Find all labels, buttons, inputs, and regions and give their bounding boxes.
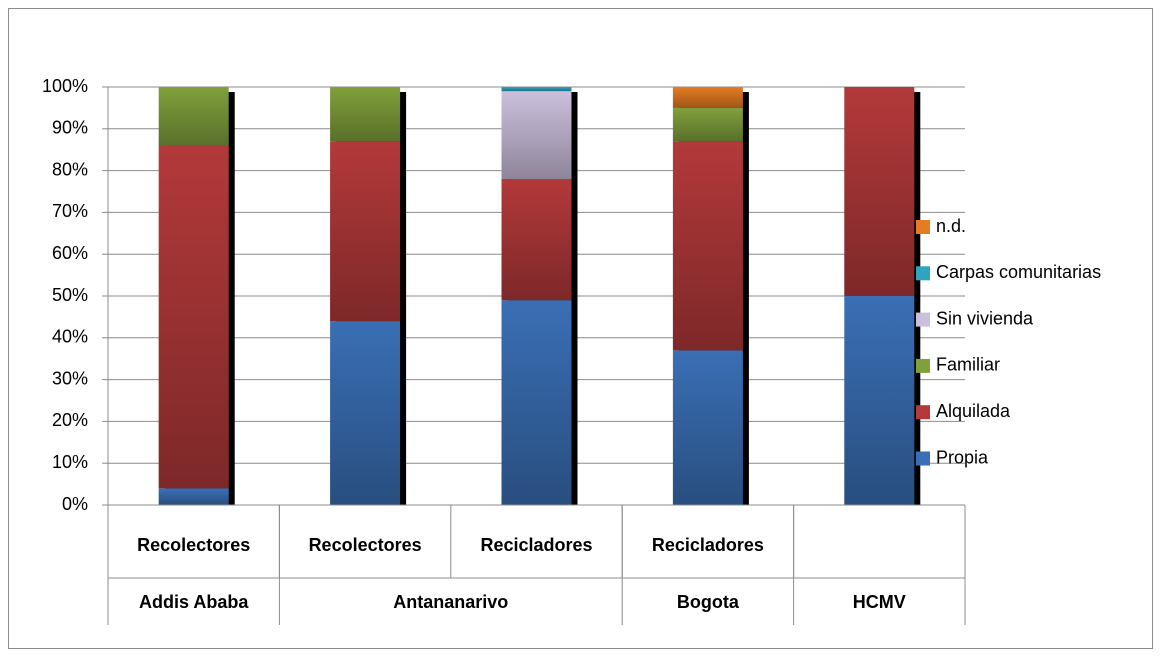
bar-segment-shade <box>844 296 915 505</box>
legend-label: Carpas comunitarias <box>936 262 1101 282</box>
bar-segment-shade <box>672 141 743 351</box>
bar-segment-shade <box>330 87 401 142</box>
bar-segment-shade <box>158 87 229 146</box>
bar-segment-shade <box>158 145 229 489</box>
legend-label: n.d. <box>936 216 966 236</box>
x-tick-label: Recolectores <box>309 535 422 555</box>
y-tick-label: 90% <box>52 118 88 138</box>
legend-swatch <box>916 358 930 373</box>
y-tick-label: 40% <box>52 327 88 347</box>
legend-swatch <box>916 266 930 281</box>
bar-segment-shade <box>672 350 743 505</box>
y-tick-label: 50% <box>52 285 88 305</box>
bar-segment-shade <box>672 87 743 108</box>
y-tick-label: 20% <box>52 410 88 430</box>
legend-label: Propia <box>936 447 989 467</box>
legend-swatch <box>916 451 930 466</box>
group-label: Addis Ababa <box>139 592 249 612</box>
bar-segment-shade <box>501 87 572 92</box>
bar-segment-shade <box>330 321 401 505</box>
bar-segment-shade <box>672 107 743 142</box>
bar-segment-shade <box>501 91 572 179</box>
legend-label: Sin vivienda <box>936 308 1034 328</box>
x-tick-label: Recicladores <box>480 535 592 555</box>
legend-label: Familiar <box>936 355 1000 375</box>
legend-swatch <box>916 312 930 327</box>
group-label: Antananarivo <box>393 592 508 612</box>
x-tick-label: Recicladores <box>652 535 764 555</box>
x-tick-label: Recolectores <box>137 535 250 555</box>
y-tick-label: 60% <box>52 243 88 263</box>
legend-swatch <box>916 405 930 420</box>
bar-segment-shade <box>158 488 229 505</box>
bar-segment-shade <box>330 141 401 322</box>
y-tick-label: 70% <box>52 201 88 221</box>
y-tick-label: 30% <box>52 368 88 388</box>
group-label: Bogota <box>677 592 740 612</box>
legend-label: Alquilada <box>936 401 1011 421</box>
y-tick-label: 0% <box>62 494 88 514</box>
y-tick-label: 10% <box>52 452 88 472</box>
bar-segment-shade <box>501 178 572 301</box>
legend-swatch <box>916 220 930 234</box>
bar-segment-shade <box>501 300 572 505</box>
group-label: HCMV <box>853 592 906 612</box>
y-tick-label: 100% <box>42 76 88 96</box>
y-tick-label: 80% <box>52 159 88 179</box>
bar-segment-shade <box>844 87 915 296</box>
